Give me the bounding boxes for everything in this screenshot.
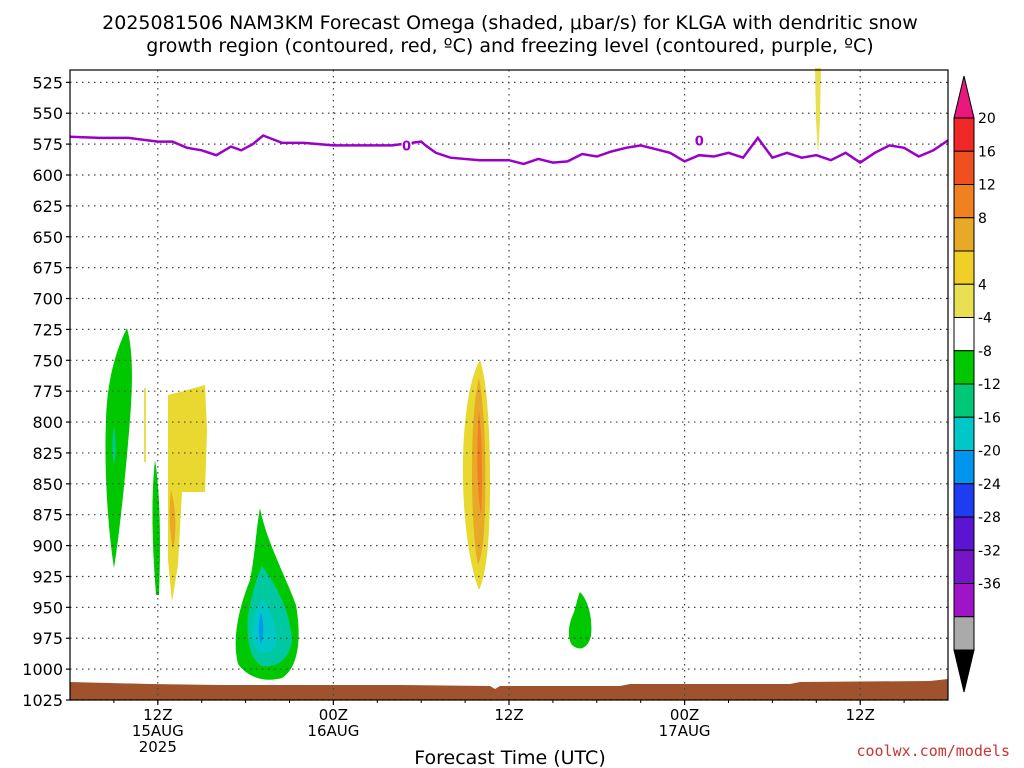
freezing-level-line <box>69 134 949 166</box>
colorbar-swatch-13 <box>953 516 975 551</box>
colorbar-swatch-5 <box>953 250 975 285</box>
colorbar-label-9: -20 <box>978 444 1001 460</box>
x-axis-label: Forecast Time (UTC) <box>414 747 605 768</box>
colorbar-label-0: 20 <box>978 111 996 127</box>
colorbar-swatch-14 <box>953 549 975 584</box>
y-tick-label-725: 725 <box>32 320 63 339</box>
colorbar-label-7: -12 <box>978 377 1001 393</box>
y-tick-label-675: 675 <box>32 259 63 278</box>
y-tick-label-525: 525 <box>32 73 63 92</box>
colorbar-swatch-8 <box>953 350 975 385</box>
colorbar-swatch-16 <box>953 616 975 651</box>
y-axis-ticks: 525 550 575 600 625 650 675 700 725 750 775 800 825 8… <box>22 73 70 710</box>
omega-region-yellow-1 <box>144 388 146 462</box>
y-tick-label-600: 600 <box>32 166 63 185</box>
colorbar-label-4: 4 <box>978 277 987 293</box>
omega-region-orange-2 <box>169 490 176 550</box>
colorbar-swatch-3 <box>953 184 975 219</box>
y-tick-label-750: 750 <box>32 351 63 370</box>
colorbar-label-2: 12 <box>978 178 996 194</box>
colorbar-label-1: 16 <box>978 144 996 160</box>
y-tick-label-900: 900 <box>32 537 63 556</box>
y-tick-label-700: 700 <box>32 290 63 309</box>
omega-region-orange-4b <box>477 410 483 515</box>
y-tick-label-1025: 1025 <box>22 691 63 710</box>
x-tick-label-0-0: 12Z <box>143 706 172 724</box>
y-tick-label-875: 875 <box>32 506 63 525</box>
omega-region-green-2 <box>152 460 160 595</box>
colorbar-swatch-4 <box>953 217 975 252</box>
colorbar-label-8: -16 <box>978 410 1001 426</box>
x-tick-label-3-0: 00Z <box>670 706 699 724</box>
freezing-label-bg-1 <box>694 132 705 147</box>
x-tick-label-2-0: 12Z <box>494 706 523 724</box>
freezing-label-bg-0 <box>401 137 412 152</box>
y-tick-label-575: 575 <box>32 135 63 154</box>
omega-region-green-1 <box>105 328 132 568</box>
colorbar-swatch-11 <box>953 450 975 485</box>
y-tick-label-650: 650 <box>32 228 63 247</box>
x-tick-label-0-2: 2025 <box>139 738 177 756</box>
colorbar-label-13: -36 <box>978 577 1001 593</box>
colorbar-label-10: -24 <box>978 477 1001 493</box>
x-tick-label-0-1: 15AUG <box>132 722 184 740</box>
y-tick-label-950: 950 <box>32 598 63 617</box>
y-tick-label-975: 975 <box>32 629 63 648</box>
x-tick-label-1-1: 16AUG <box>307 722 359 740</box>
chart-title-line1: 2025081506 NAM3KM Forecast Omega (shaded… <box>102 12 918 34</box>
colorbar-bottom-arrow <box>953 649 975 693</box>
credit-link[interactable]: coolwx.com/models <box>856 742 1010 760</box>
y-tick-label-625: 625 <box>32 197 63 216</box>
omega-region-yellow-6 <box>815 68 821 156</box>
colorbar-swatch-10 <box>953 416 975 451</box>
y-tick-label-825: 825 <box>32 444 63 463</box>
chart-title-line2: growth region (contoured, red, ºC) and f… <box>146 35 873 57</box>
omega-region-yellow-2 <box>168 385 207 602</box>
colorbar-swatch-2 <box>953 150 975 185</box>
y-tick-label-800: 800 <box>32 413 63 432</box>
y-tick-label-925: 925 <box>32 567 63 586</box>
y-tick-label-775: 775 <box>32 382 63 401</box>
colorbar-label-11: -28 <box>978 510 1001 526</box>
colorbar-label-6: -8 <box>978 344 992 360</box>
colorbar-swatch-9 <box>953 383 975 418</box>
colorbar-swatch-12 <box>953 483 975 518</box>
colorbar-swatch-1 <box>953 117 975 152</box>
omega-region-green-5 <box>568 592 592 649</box>
colorbar-swatch-6 <box>953 283 975 318</box>
colorbar-label-5: -4 <box>978 311 992 327</box>
freezing-level-label-0: 0 <box>402 139 411 154</box>
omega-region-cyan-1 <box>112 425 116 465</box>
colorbar-label-3: 8 <box>978 211 987 227</box>
colorbar-label-12: -32 <box>978 543 1001 559</box>
colorbar: 20 16 12 8 4 -4 -8 -12 -16 -20 -24 -28 -32 -36 <box>953 75 1001 693</box>
omega-region-cyan-3 <box>252 600 277 653</box>
x-tick-label-4-0: 12Z <box>846 706 875 724</box>
colorbar-swatch-15 <box>953 583 975 618</box>
freezing-level-label-1: 0 <box>695 134 704 149</box>
colorbar-swatch-7 <box>953 317 975 352</box>
y-tick-label-550: 550 <box>32 104 63 123</box>
omega-region-blue-3 <box>258 612 264 645</box>
y-tick-label-850: 850 <box>32 475 63 494</box>
y-tick-label-1000: 1000 <box>22 660 63 679</box>
x-tick-label-3-1: 17AUG <box>659 722 711 740</box>
x-tick-label-1-0: 00Z <box>319 706 348 724</box>
